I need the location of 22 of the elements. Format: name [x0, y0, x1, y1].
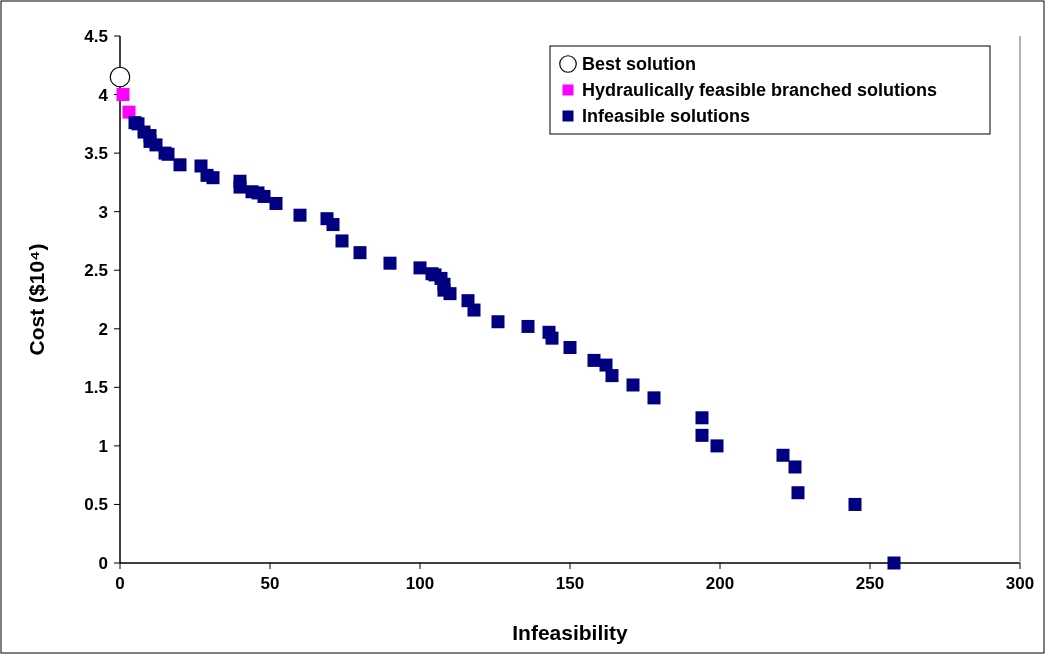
- x-tick-label: 300: [1005, 574, 1035, 593]
- y-tick-label: 4.5: [84, 27, 108, 46]
- y-tick-label: 1.5: [84, 378, 108, 398]
- x-tick-label: 100: [405, 574, 435, 593]
- y-tick-label: 2: [98, 319, 108, 339]
- legend-label: Hydraulically feasible branched solutions: [582, 80, 938, 100]
- x-tick-label: 250: [855, 574, 885, 593]
- x-tick-label: 50: [260, 574, 280, 593]
- y-axis-title: Cost ($10⁴): [25, 243, 48, 356]
- legend-label: Infeasible solutions: [582, 106, 751, 126]
- y-tick-label: 0: [98, 554, 108, 573]
- x-tick-label: 150: [555, 574, 585, 593]
- y-tick-label: 2.5: [84, 261, 108, 281]
- y-tick-label: 3.5: [84, 144, 108, 164]
- y-tick-label: 3: [98, 202, 108, 222]
- x-tick-label: 0: [115, 574, 125, 593]
- y-tick-label: 1: [98, 436, 108, 456]
- x-axis-title: Infeasibility: [512, 621, 629, 644]
- y-tick-label: 4: [98, 85, 109, 105]
- y-tick-label: 0.5: [84, 495, 108, 515]
- legend-label: Best solution: [582, 54, 697, 74]
- x-tick-label: 200: [705, 574, 735, 593]
